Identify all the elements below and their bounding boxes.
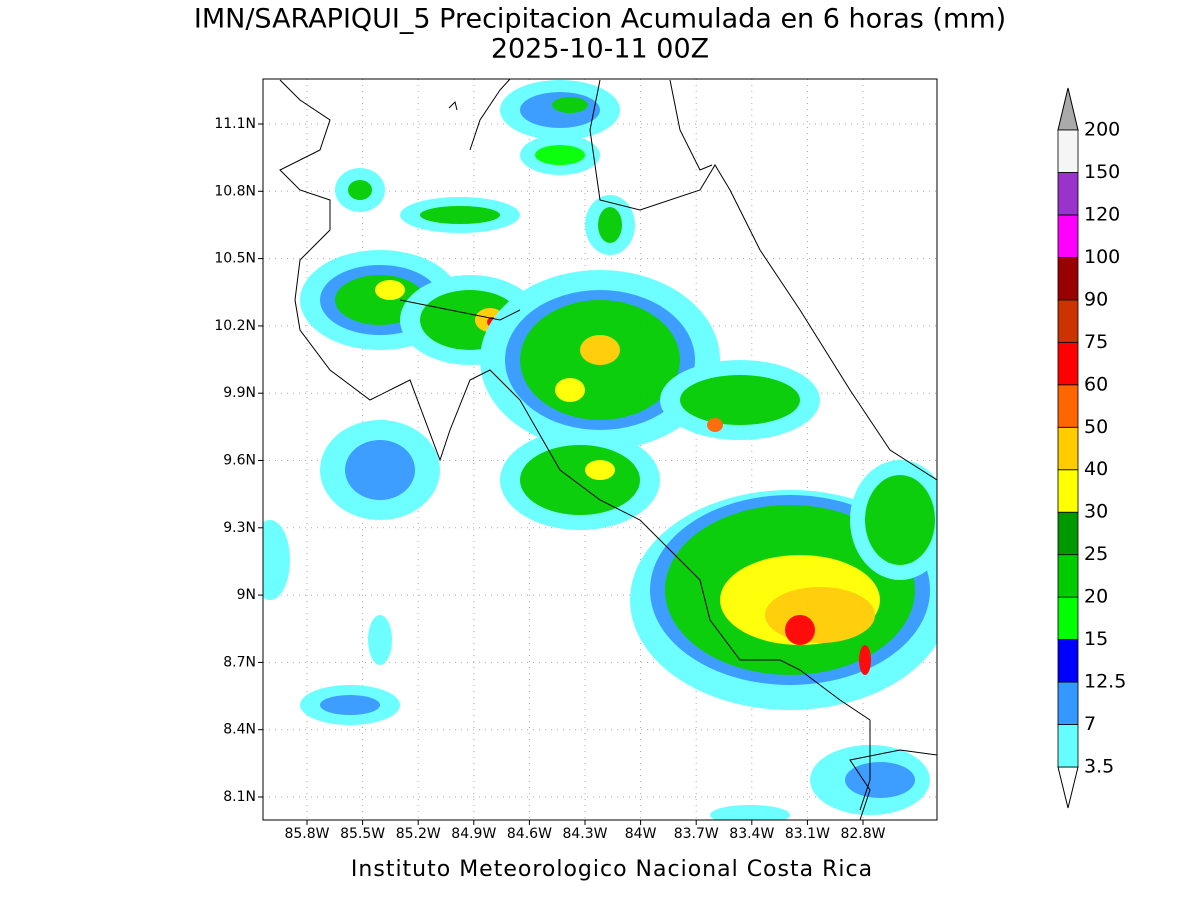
lon-label: 85.8W: [284, 826, 329, 842]
colorbar-segment: [1057, 341, 1079, 386]
lon-label: 85.2W: [396, 826, 441, 842]
colorbar-label: 100: [1084, 246, 1120, 268]
colorbar-label: 25: [1084, 543, 1108, 565]
colorbar-segment: [1057, 596, 1079, 641]
colorbar-under: [1057, 766, 1079, 809]
lat-label: 9.3N: [223, 520, 256, 536]
footer: Instituto Meteorologico Nacional Costa R…: [351, 857, 873, 882]
precip-layer: [263, 79, 937, 820]
lat-label: 11.1N: [214, 116, 256, 132]
lon-label: 84.3W: [562, 826, 607, 842]
colorbar-segment: [1057, 469, 1079, 513]
colorbar-label: 60: [1084, 373, 1108, 395]
lon-label: 85.5W: [340, 826, 385, 842]
colorbar-label: 40: [1084, 458, 1108, 480]
colorbar-segment: [1057, 554, 1079, 598]
lat-label: 9.9N: [223, 385, 256, 401]
colorbar-label: 150: [1084, 161, 1120, 183]
colorbar-segment: [1057, 384, 1079, 428]
colorbar-label: 75: [1084, 331, 1108, 353]
lat-label: 9.6N: [223, 453, 256, 469]
colorbar-segment: [1057, 129, 1079, 173]
lat-label: 8.4N: [223, 722, 256, 738]
colorbar-segment: [1057, 724, 1079, 768]
colorbar-over: [1057, 87, 1079, 131]
lat-label: 8.1N: [223, 789, 256, 805]
precip-area: [263, 80, 937, 820]
colorbar-segment: [1057, 172, 1079, 216]
coastline: [279, 79, 937, 820]
colorbar-segment: [1057, 256, 1079, 301]
colorbar-label: 200: [1084, 119, 1120, 141]
colorbar-segment: [1057, 511, 1079, 556]
lat-label: 10.8N: [214, 183, 256, 199]
colorbar-label: 90: [1084, 288, 1108, 310]
lat-label: 8.7N: [223, 654, 256, 670]
lon-label: 84.6W: [507, 826, 552, 842]
lat-label: 9N: [237, 587, 256, 603]
lon-label: 82.8W: [840, 826, 885, 842]
lat-label: 10.5N: [214, 251, 256, 267]
lon-label: 84W: [625, 826, 657, 842]
colorbar: 3.5 7 12.5 15 20 25 30 40 50 60 75 90 100 120 150 200: [1057, 87, 1126, 809]
colorbar-label: 12.5: [1084, 671, 1126, 693]
lat-label: 10.2N: [214, 318, 256, 334]
colorbar-label: 20: [1084, 586, 1108, 608]
lon-label: 83.4W: [729, 826, 774, 842]
colorbar-segment: [1057, 681, 1079, 725]
colorbar-label: 120: [1084, 203, 1120, 225]
colorbar-segment: [1057, 639, 1079, 683]
title: IMN/SARAPIQUI_5 Precipitacion Acumulada …: [194, 4, 1006, 35]
map-frame: [262, 78, 938, 821]
colorbar-label: 15: [1084, 628, 1108, 650]
colorbar-label: 30: [1084, 501, 1108, 523]
colorbar-segment: [1057, 299, 1079, 343]
colorbar-label: 7: [1084, 713, 1096, 735]
lon-label: 83.7W: [674, 826, 719, 842]
colorbar-segment: [1057, 214, 1079, 258]
subtitle: 2025-10-11 00Z: [491, 34, 709, 65]
colorbar-label: 3.5: [1084, 756, 1114, 778]
colorbar-segment: [1057, 426, 1079, 471]
colorbar-label: 50: [1084, 416, 1108, 438]
lon-label: 83.1W: [785, 826, 830, 842]
lon-label: 84.9W: [451, 826, 496, 842]
